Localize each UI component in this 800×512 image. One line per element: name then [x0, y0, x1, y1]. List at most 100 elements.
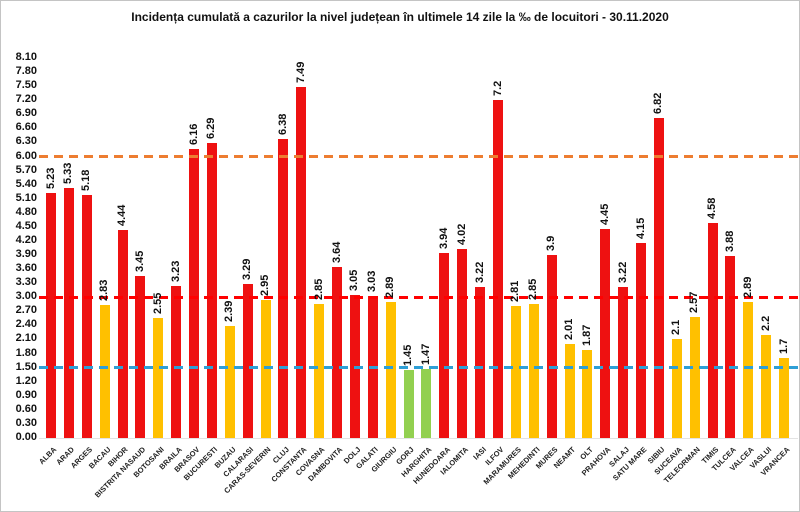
bar-value-label: 3.29: [241, 258, 254, 280]
bar-value-label: 2.89: [741, 276, 754, 299]
orange-threshold-line: [39, 155, 798, 159]
bar-value-label: 1.7: [777, 338, 790, 355]
y-tick-label: 5.70: [15, 163, 37, 176]
y-tick-label: 4.20: [15, 233, 37, 246]
bar: [224, 325, 235, 438]
bar: [689, 317, 700, 438]
bar: [636, 243, 647, 438]
bar: [493, 100, 503, 438]
bar-value-label: 3.64: [330, 241, 343, 264]
bar-value-label: 2.39: [223, 300, 236, 322]
bar-value-label: 1.47: [419, 343, 432, 366]
bar-value-label: 4.15: [634, 217, 647, 240]
bar-value-label: 3.23: [169, 261, 182, 283]
bar: [332, 267, 343, 438]
y-tick-label: 0.00: [15, 431, 37, 443]
y-tick-label: 6.90: [15, 107, 37, 120]
bar: [457, 249, 468, 438]
bar: [725, 255, 736, 438]
bar-value-label: 2.89: [384, 276, 397, 299]
bar: [653, 118, 664, 438]
y-tick-label: 8.10: [15, 51, 37, 63]
bar: [46, 192, 56, 438]
bar: [63, 187, 74, 438]
bar-value-label: 3.05: [348, 269, 361, 291]
bar-value-label: 2.85: [312, 278, 325, 301]
y-tick-label: 3.30: [15, 276, 37, 289]
bar: [314, 304, 325, 438]
bar-value-label: 1.87: [580, 324, 593, 347]
bar: [707, 223, 718, 438]
bar: [439, 253, 450, 438]
y-tick-label: 5.10: [15, 191, 37, 204]
bar-value-label: 7.49: [294, 61, 307, 83]
y-tick-label: 5.40: [15, 177, 37, 190]
bar: [564, 343, 575, 438]
bar: [189, 149, 200, 438]
bar-value-label: 3.22: [473, 261, 486, 283]
bar: [206, 142, 217, 438]
bar-value-label: 4.44: [116, 204, 129, 226]
bar-value-label: 6.82: [652, 92, 665, 115]
y-tick-label: 6.60: [15, 121, 37, 134]
bar: [296, 86, 307, 438]
y-tick-label: 7.20: [15, 93, 37, 106]
bar-value-label: 6.29: [205, 117, 218, 139]
bar: [117, 229, 128, 438]
bar-value-label: 2.95: [259, 274, 272, 296]
y-tick-label: 3.00: [15, 290, 37, 303]
bar: [403, 369, 414, 438]
bar: [385, 302, 396, 438]
bar-value-label: 2.55: [151, 292, 164, 315]
bar: [278, 138, 289, 438]
bar: [743, 302, 754, 438]
bar: [99, 305, 110, 438]
y-tick-label: 4.50: [15, 219, 37, 232]
bar: [421, 369, 432, 438]
x-axis-line: [39, 438, 798, 439]
bar-value-label: 3.88: [723, 230, 736, 252]
bar: [171, 286, 182, 438]
y-tick-label: 7.50: [15, 79, 37, 92]
bar-value-label: 2.85: [527, 278, 540, 301]
bar-value-label: 2.81: [509, 280, 522, 303]
bar: [475, 286, 486, 438]
bar: [242, 283, 253, 438]
y-tick-label: 6.00: [15, 149, 37, 162]
bar: [582, 350, 593, 438]
bar-value-label: 2.01: [563, 318, 576, 340]
red-threshold-line: [39, 295, 798, 299]
bar-value-label: 5.33: [62, 162, 75, 184]
y-tick-label: 4.80: [15, 205, 37, 218]
y-tick-label: 7.80: [15, 65, 37, 78]
y-tick-label: 2.10: [15, 332, 37, 345]
bar: [510, 306, 521, 438]
y-tick-label: 0.60: [15, 402, 37, 415]
chart-title: Incidența cumulată a cazurilor la nivel …: [131, 10, 669, 24]
bar-value-label: 3.45: [133, 250, 146, 273]
bar: [600, 229, 611, 438]
y-tick-label: 1.20: [15, 374, 37, 387]
bar-value-label: 5.23: [44, 167, 57, 189]
bar-value-label: 2.2: [759, 315, 772, 331]
category-label: ALBA: [37, 445, 59, 467]
blue-threshold-line: [39, 366, 798, 370]
y-tick-label: 1.80: [15, 346, 37, 359]
bar: [779, 358, 790, 438]
bar-value-label: 4.45: [598, 203, 611, 226]
y-tick-label: 1.50: [15, 360, 37, 373]
y-tick-label: 0.30: [15, 416, 37, 429]
bar-value-label: 6.16: [187, 123, 200, 145]
y-tick-label: 6.30: [15, 135, 37, 148]
bar-value-label: 3.03: [366, 270, 379, 292]
y-tick-label: 2.40: [15, 318, 37, 331]
bar-value-label: 3.9: [545, 235, 558, 252]
bar: [546, 255, 557, 438]
y-tick-label: 2.70: [15, 304, 37, 317]
bar-value-label: 4.58: [706, 197, 719, 220]
y-tick-label: 3.60: [15, 262, 37, 275]
bar-value-label: 3.94: [437, 227, 450, 250]
bar: [135, 276, 146, 438]
